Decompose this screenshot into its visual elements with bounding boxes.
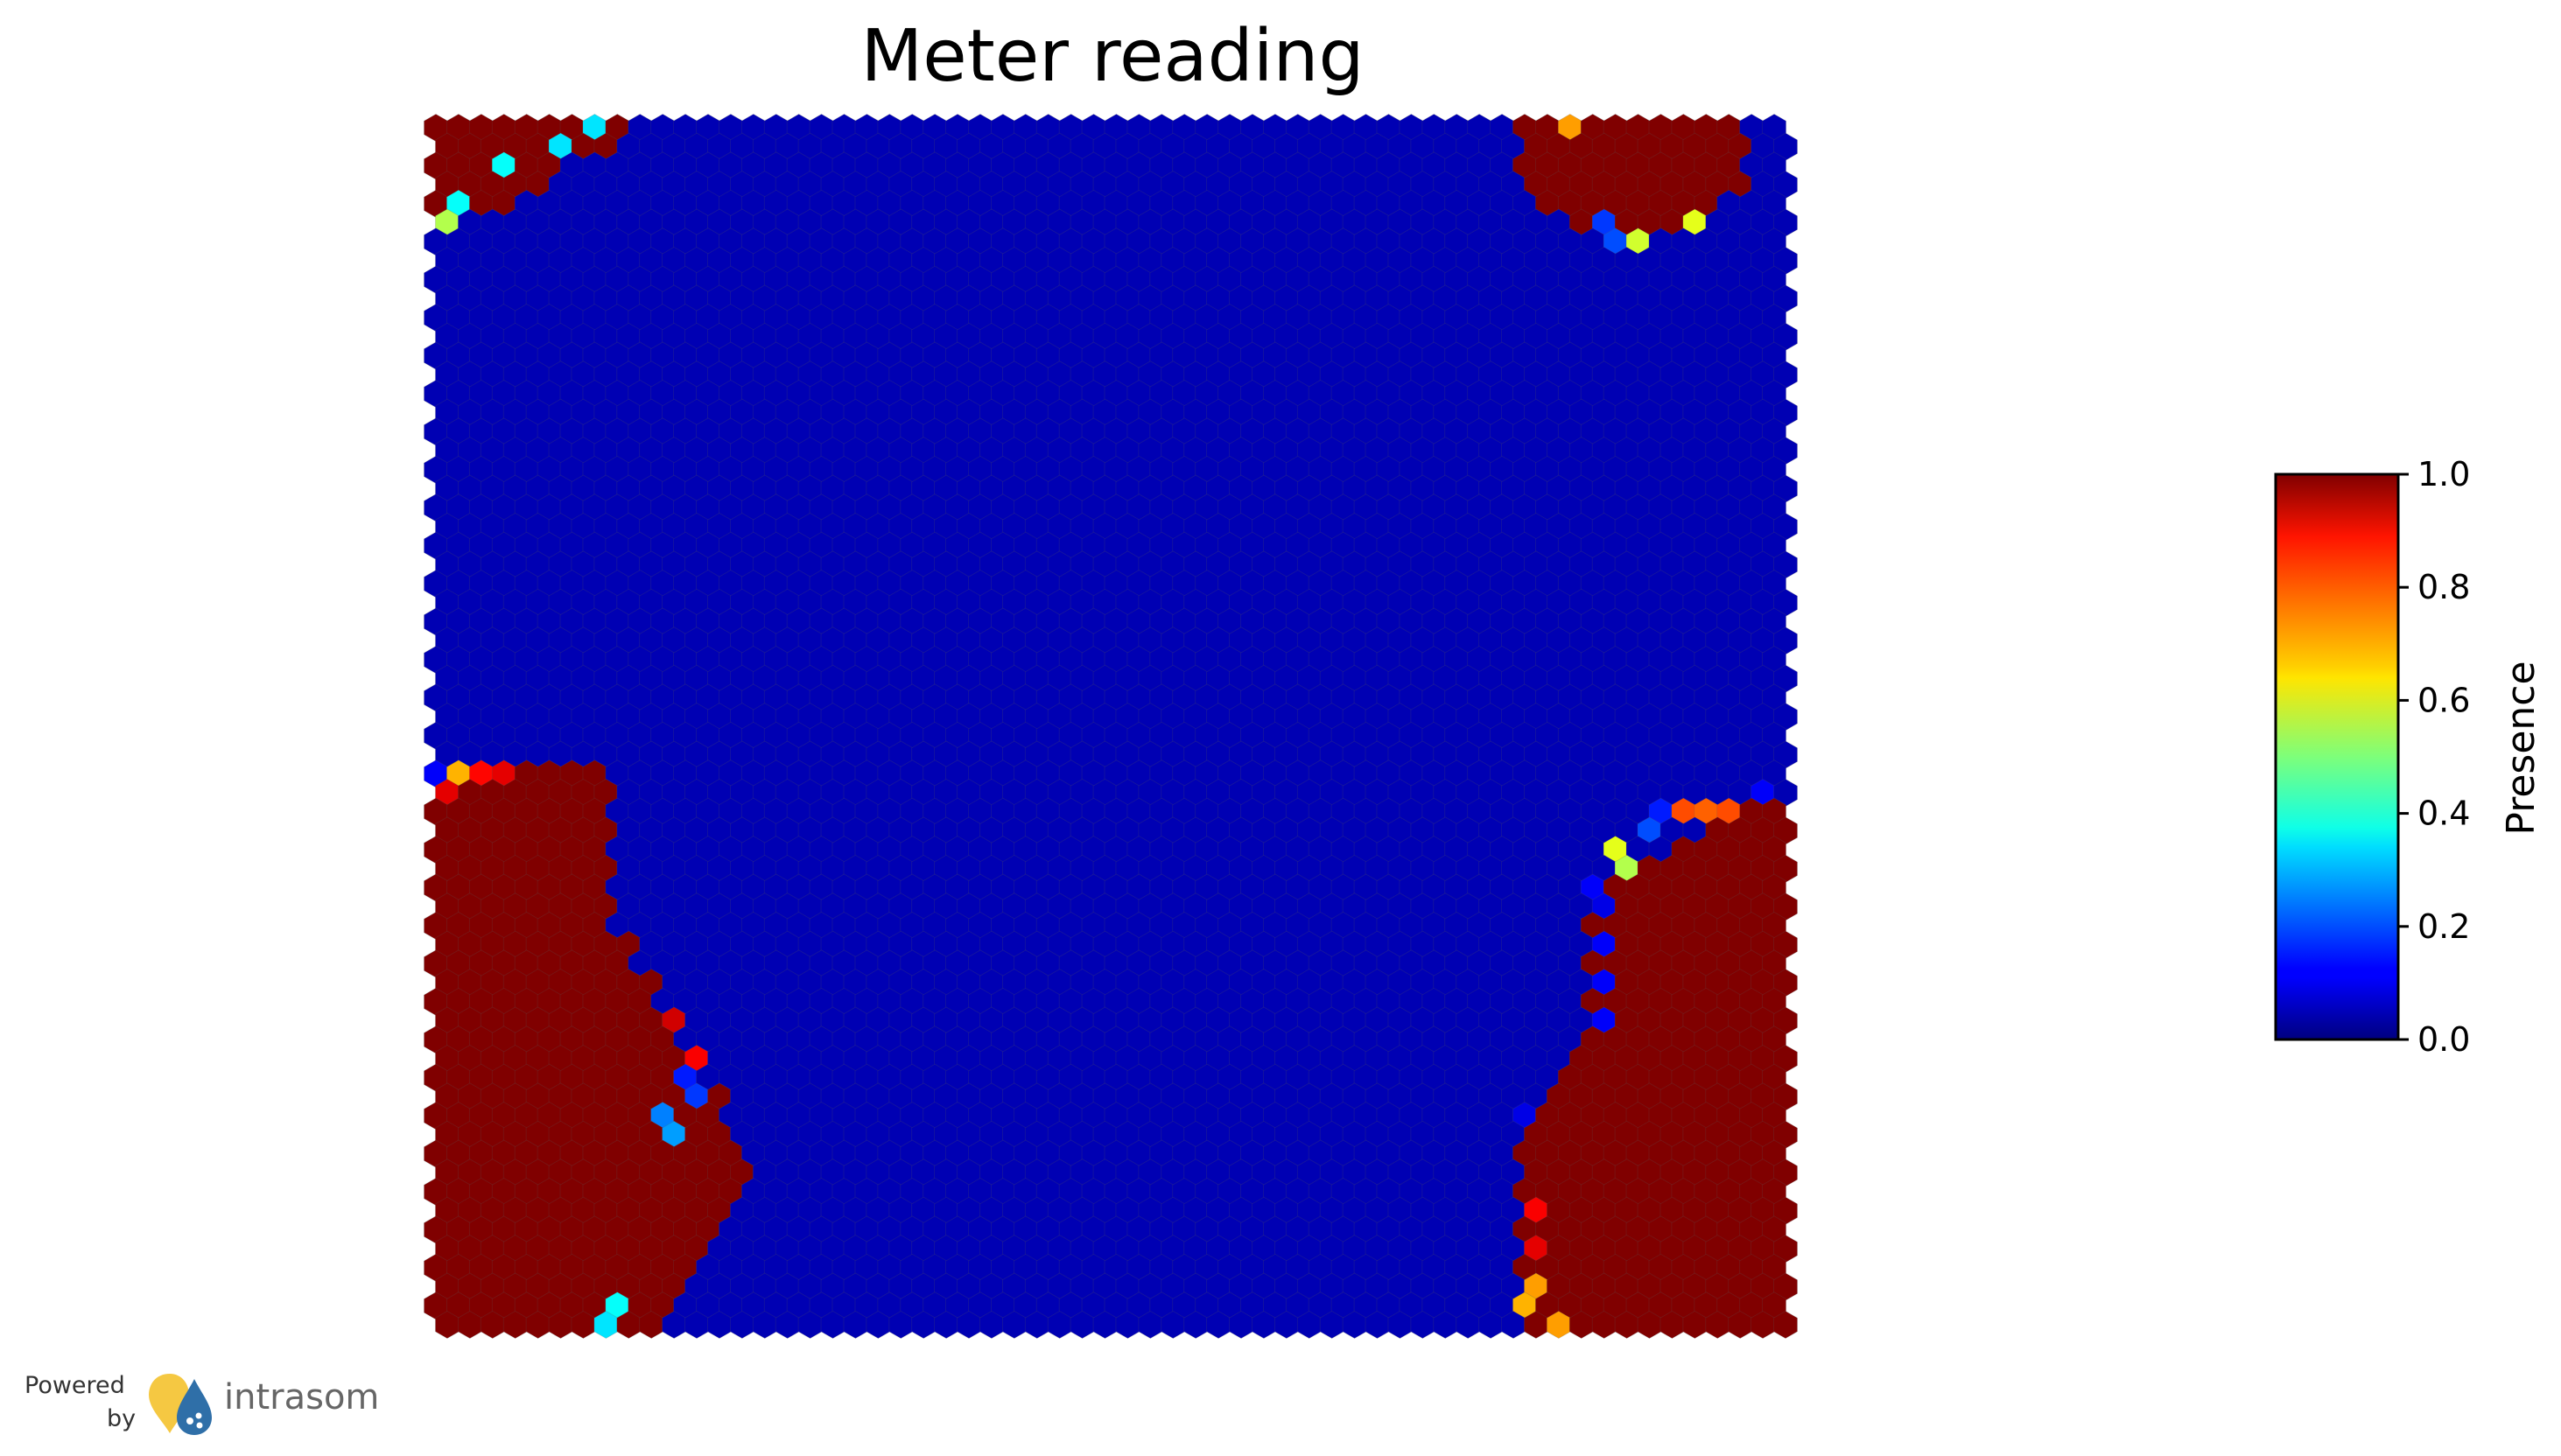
colorbar-tick-label: 0.4 bbox=[2417, 794, 2470, 833]
colorbar-ticks: 0.0 0.2 0.4 0.6 0.8 1.0 bbox=[2398, 455, 2470, 1059]
powered-by-intrasom: Powered by intrasom bbox=[25, 1367, 392, 1437]
brand-powered-text: Powered bbox=[25, 1372, 125, 1399]
colorbar-tick-label: 1.0 bbox=[2417, 455, 2470, 494]
brand-by-text: by bbox=[107, 1405, 137, 1432]
hex-map bbox=[424, 113, 1798, 1340]
colorbar-tick-label: 0.6 bbox=[2417, 681, 2470, 719]
colorbar-tick-label: 0.0 bbox=[2417, 1020, 2470, 1059]
colorbar-tick-label: 0.2 bbox=[2417, 907, 2470, 946]
colorbar-label: Presence bbox=[2499, 661, 2543, 835]
brand-name-text: intrasom bbox=[224, 1377, 380, 1418]
colorbar: 0.0 0.2 0.4 0.6 0.8 1.0 Presence bbox=[2274, 455, 2543, 1059]
intrasom-logo-icon bbox=[149, 1374, 212, 1435]
colorbar-tick-label: 0.8 bbox=[2417, 568, 2470, 606]
colorbar-gradient bbox=[2274, 472, 2400, 1041]
chart-title: Meter reading bbox=[860, 15, 1364, 98]
